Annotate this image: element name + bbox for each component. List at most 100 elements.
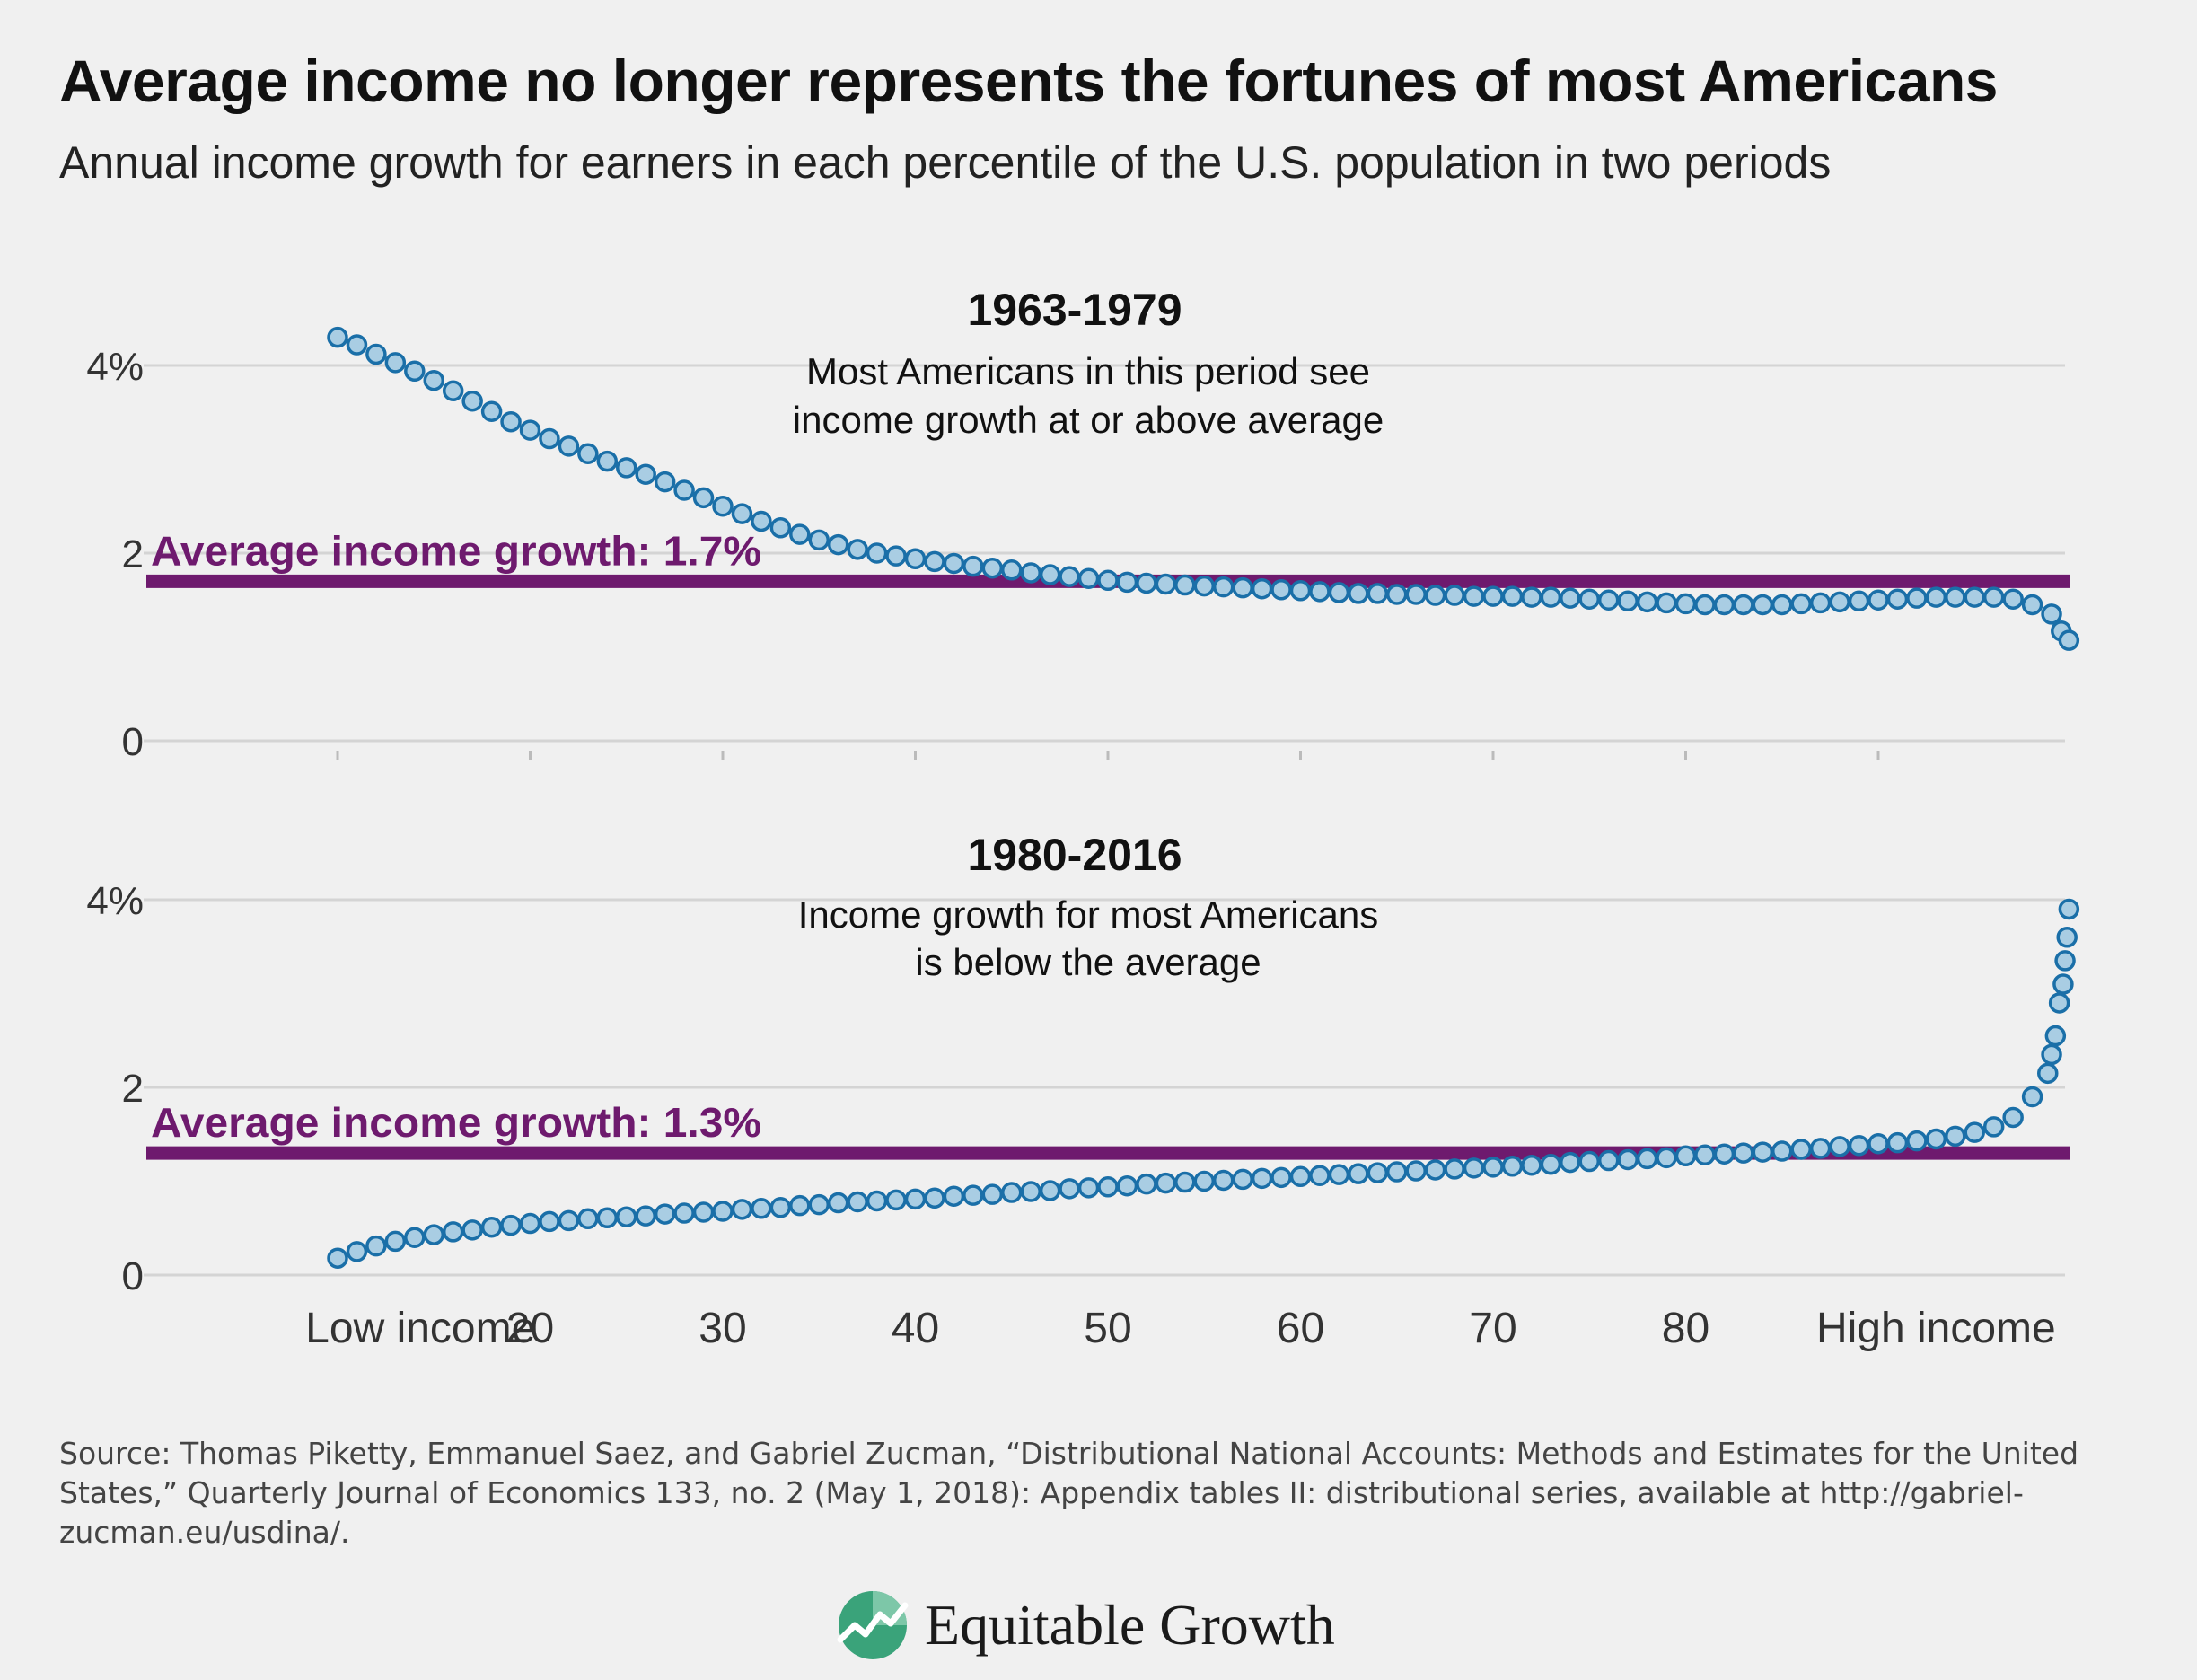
data-point [519, 419, 541, 441]
data-point [1752, 594, 1774, 616]
data-point [616, 1206, 637, 1227]
data-point [692, 1201, 715, 1223]
data-point [1636, 1148, 1658, 1170]
data-point [1097, 569, 1119, 592]
data-point [404, 360, 426, 383]
data-point [1136, 1173, 1157, 1195]
data-point [692, 487, 715, 509]
data-point [2041, 1043, 2062, 1066]
panel-annotation: Most Americans in this period see [806, 350, 1370, 392]
x-tick-label: 70 [1469, 1305, 1516, 1352]
data-point [442, 1221, 464, 1243]
data-point [1540, 1153, 1562, 1175]
data-point [1982, 586, 2005, 608]
data-point [2044, 1025, 2067, 1047]
data-point [2058, 629, 2080, 651]
data-point [1521, 586, 1542, 608]
data-point [1212, 576, 1235, 598]
data-point [1809, 1138, 1832, 1159]
data-point [327, 326, 348, 348]
data-point [1925, 1128, 1947, 1150]
data-point [789, 1194, 811, 1217]
data-point [1964, 1121, 1985, 1143]
x-tick-label: 80 [1662, 1305, 1709, 1352]
x-tick-label: 20 [506, 1305, 554, 1352]
data-point [1232, 576, 1253, 599]
data-point [1964, 586, 1985, 608]
data-point [866, 542, 888, 564]
data-point [1444, 1158, 1465, 1180]
data-point [962, 1184, 984, 1206]
data-point [1829, 1136, 1850, 1157]
data-point [1790, 593, 1812, 615]
data-point [1809, 592, 1832, 614]
data-point [1270, 1166, 1292, 1189]
data-point [654, 471, 676, 493]
data-point [2037, 1062, 2059, 1085]
data-point [1886, 588, 1909, 610]
data-point [1694, 1144, 1716, 1165]
y-tick-label: 2 [122, 532, 144, 576]
data-point [2002, 1106, 2024, 1129]
data-point [1251, 577, 1273, 600]
data-point [1848, 590, 1870, 612]
data-point [673, 1202, 695, 1224]
data-point [1636, 591, 1658, 613]
x-tick-label: High income [1816, 1305, 2056, 1352]
data-point [635, 1205, 656, 1227]
chart-area: 0 2 4% 1963-1979 Most Americans in this peri… [86, 285, 2080, 1352]
data-point [1463, 1157, 1485, 1179]
logo-text: Equitable Growth [925, 1593, 1335, 1657]
data-point [1945, 1125, 1966, 1148]
data-point [981, 557, 1004, 579]
data-point [1020, 1181, 1041, 1202]
data-point [635, 463, 656, 485]
data-point [731, 503, 753, 524]
panel-annotation: is below the average [915, 941, 1261, 983]
data-point [1945, 586, 1966, 608]
data-point [1771, 594, 1793, 616]
data-point [596, 450, 619, 472]
data-point [847, 539, 868, 560]
data-point [1001, 559, 1023, 581]
data-point [1694, 594, 1716, 616]
panel-title: 1963-1979 [967, 285, 1182, 335]
data-point [769, 517, 792, 539]
data-point [731, 1199, 753, 1220]
data-point [577, 443, 599, 464]
data-point [1386, 584, 1408, 605]
data-point [885, 1189, 907, 1211]
data-point [596, 1207, 619, 1229]
data-point [1597, 1149, 1620, 1172]
data-point [1501, 585, 1524, 607]
panel-1963-1979: 0 2 4% 1963-1979 Most Americans in this peri… [86, 285, 2080, 764]
data-point [2021, 594, 2043, 616]
average-label: Average income growth: 1.3% [151, 1099, 761, 1146]
data-point [1444, 585, 1465, 606]
panel-1980-2016: 0 2 4% 1980-2016 Income growth for most Amer… [86, 830, 2080, 1298]
data-point [751, 510, 772, 532]
data-point [1674, 1145, 1697, 1167]
data-point [423, 1224, 444, 1245]
data-point [1867, 1132, 1889, 1155]
data-point [1521, 1154, 1542, 1176]
data-point [1077, 1177, 1100, 1199]
data-point [461, 1219, 483, 1241]
data-point [539, 1210, 560, 1233]
data-point [1656, 592, 1677, 614]
data-point [1174, 1171, 1196, 1193]
data-point [2048, 992, 2070, 1014]
data-point [1270, 579, 1292, 601]
data-point [616, 457, 637, 479]
x-tick-label: 60 [1277, 1305, 1324, 1352]
data-point [1713, 594, 1736, 616]
data-point [2054, 950, 2076, 972]
data-point [943, 552, 965, 575]
y-tick-label: 0 [122, 720, 144, 764]
data-point [1656, 1147, 1677, 1169]
data-point [1309, 581, 1331, 603]
y-tick-label: 4% [86, 345, 144, 389]
data-point [1482, 585, 1504, 607]
data-point [1001, 1182, 1023, 1203]
x-tick-label: Low income [305, 1305, 535, 1352]
